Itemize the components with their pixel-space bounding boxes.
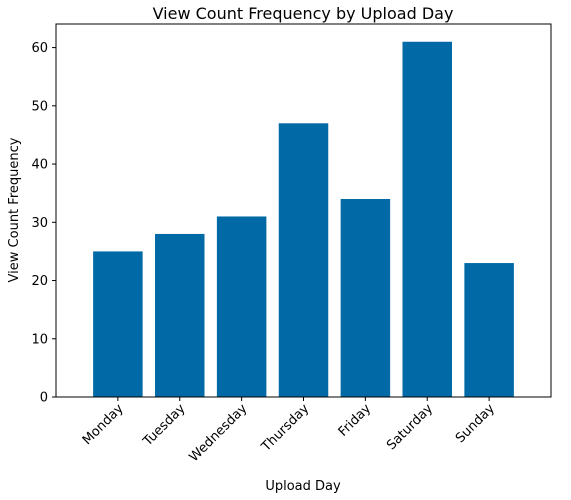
bar-tuesday [155,233,205,397]
bars-group [93,41,514,397]
bar-monday [93,251,143,397]
y-tick-label: 30 [31,216,48,231]
plot-frame [55,23,552,398]
x-tick-label-friday: Friday [336,401,375,440]
y-tick-label: 50 [31,99,48,114]
x-tick-label-monday: Monday [80,401,127,448]
x-tick-label-saturday: Saturday [384,401,436,453]
y-axis-ticks: 0 10 20 30 40 50 60 [31,41,56,406]
x-tick-label-tuesday: Tuesday [140,401,189,450]
y-tick-label: 40 [31,158,48,173]
y-tick-label: 0 [40,391,48,406]
bar-sunday [464,263,514,397]
bar-wednesday [216,216,267,397]
chart-title: View Count Frequency by Upload Day [153,4,454,23]
x-tick-label-wednesday: Wednesday [187,401,251,465]
bar-thursday [278,123,329,397]
bar-friday [340,199,391,397]
x-tick-label-thursday: Thursday [258,401,312,455]
bar-saturday [402,41,452,397]
x-axis-label: Upload Day [265,479,341,494]
y-tick-label: 60 [31,41,48,56]
x-tick-label-sunday: Sunday [453,401,498,446]
y-tick-label: 20 [31,274,48,289]
y-axis-label: View Count Frequency [7,137,22,282]
y-tick-label: 10 [31,332,48,347]
